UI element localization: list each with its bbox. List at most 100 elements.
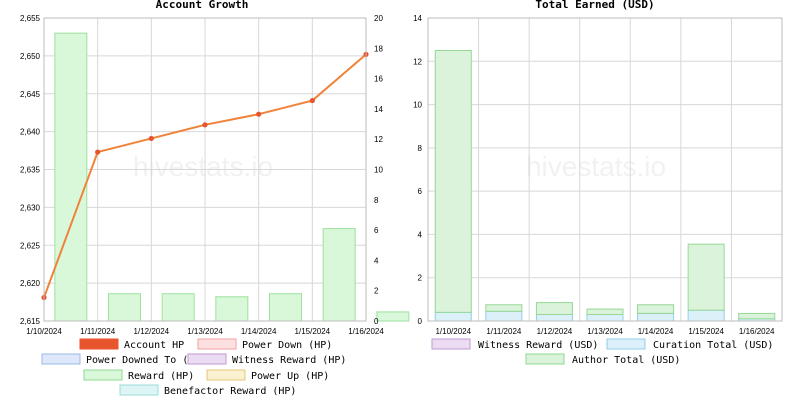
right-y-tick: 2	[374, 287, 379, 296]
stacked-bar-segment	[485, 310, 523, 322]
x-tick-label: 1/15/2024	[295, 327, 331, 336]
x-tick-label: 1/13/2024	[587, 327, 623, 336]
reward-hp-bars	[54, 32, 410, 322]
x-tick-label: 1/10/2024	[26, 327, 62, 336]
x-tick-label: 1/14/2024	[241, 327, 277, 336]
stacked-bar-segment	[687, 309, 725, 322]
legend-swatch	[83, 369, 123, 381]
reward-hp-bar	[376, 311, 410, 322]
y-tick: 8	[418, 144, 423, 153]
right-y-tick: 6	[374, 226, 379, 235]
account-hp-point	[256, 111, 262, 117]
left-grid	[43, 17, 367, 322]
left-y-tick: 2,625	[20, 241, 41, 250]
stacked-bar-segment	[637, 304, 675, 314]
left-y-tick: 2,615	[20, 317, 41, 326]
plot-frame	[427, 17, 783, 322]
legend-label: Witness Reward (HP)	[232, 355, 346, 366]
x-tick-label: 1/13/2024	[187, 327, 223, 336]
stacked-bar-segment	[637, 312, 675, 322]
watermark-right: hivestats.io	[526, 151, 666, 182]
reward-hp-bar	[215, 296, 249, 322]
left-y-tick: 2,640	[20, 128, 41, 137]
reward-hp-bar	[269, 293, 302, 322]
x-tick-label: 1/12/2024	[537, 327, 573, 336]
right-axes: 0 2 4 6 8 10 12 14 1/10/2024 1/11/2024 1/12/2024 1/…	[413, 14, 783, 336]
y-tick: 10	[413, 101, 422, 110]
legend-label: Power Down (HP)	[242, 340, 332, 351]
x-tick-label: 1/11/2024	[486, 327, 522, 336]
right-y-tick: 18	[374, 44, 383, 53]
right-legend: Witness Reward (USD) Curation Total (USD)…	[431, 338, 773, 366]
left-legend: Account HP Power Down (HP) Power Downed To…	[41, 338, 346, 397]
stacked-bar-segment	[586, 314, 624, 322]
legend-swatch	[41, 353, 81, 365]
account-growth-title: Account Growth	[156, 0, 249, 11]
right-y-tick: 14	[374, 105, 383, 114]
stacked-bar-segment	[738, 312, 776, 320]
left-y-tick: 2,635	[20, 166, 41, 175]
legend-label: Witness Reward (USD)	[478, 340, 598, 351]
legend-swatch	[197, 338, 237, 350]
total-earned-chart: Total Earned (USD) hivestats.io 0 2 4 6 8 10 1…	[413, 0, 783, 366]
x-tick-label: 1/11/2024	[80, 327, 116, 336]
legend-swatch	[119, 384, 159, 396]
account-hp-point	[95, 149, 101, 155]
y-tick: 0	[418, 317, 423, 326]
reward-hp-bar	[322, 228, 356, 322]
legend-swatch	[187, 353, 227, 365]
account-hp-point	[202, 122, 208, 128]
left-y-tick: 2,655	[20, 14, 41, 23]
stacked-bar-segment	[434, 49, 472, 313]
reward-hp-bar	[108, 293, 141, 322]
account-hp-point	[148, 135, 154, 142]
stacked-bar-segment	[535, 302, 573, 316]
legend-swatch	[79, 338, 119, 350]
left-y-tick: 2,630	[20, 203, 41, 212]
legend-label: Account HP	[124, 340, 184, 351]
legend-label: Power Downed To (HP)	[86, 355, 206, 366]
right-y-tick: 20	[374, 14, 383, 23]
x-tick-label: 1/10/2024	[435, 327, 471, 336]
legend-swatch	[206, 369, 246, 381]
legend-label: Author Total (USD)	[572, 355, 680, 366]
right-y-tick: 10	[374, 166, 383, 175]
left-y-tick: 2,650	[20, 52, 41, 61]
legend-label: Benefactor Reward (HP)	[164, 386, 296, 397]
legend-swatch	[606, 338, 646, 350]
right-y-tick: 16	[374, 75, 383, 84]
plot-frame	[43, 17, 367, 322]
y-tick: 2	[418, 274, 423, 283]
earned-stacked-bars	[434, 49, 776, 322]
y-tick: 12	[413, 57, 422, 66]
right-y-tick: 0	[374, 317, 379, 326]
stacked-bar-segment	[434, 311, 472, 322]
legend-label: Curation Total (USD)	[653, 340, 773, 351]
left-axes: 2,615 2,620 2,625 2,630 2,635 2,640 2,645 2,650…	[20, 14, 384, 336]
stacked-bar-segment	[485, 304, 523, 312]
legend-swatch	[525, 353, 565, 365]
legend-label: Reward (HP)	[128, 371, 194, 382]
right-y-tick: 12	[374, 135, 383, 144]
left-y-tick: 2,620	[20, 279, 41, 288]
x-tick-label: 1/16/2024	[348, 327, 384, 336]
x-tick-label: 1/12/2024	[134, 327, 170, 336]
legend-swatch	[431, 338, 471, 350]
left-y-tick: 2,645	[20, 90, 41, 99]
stacked-bar-segment	[687, 243, 725, 311]
account-hp-point	[309, 97, 315, 104]
x-tick-label: 1/14/2024	[638, 327, 674, 336]
y-tick: 6	[418, 187, 423, 196]
total-earned-title: Total Earned (USD)	[535, 0, 654, 11]
stacked-bar-segment	[586, 308, 624, 316]
stacked-bar-segment	[535, 314, 573, 322]
x-tick-label: 1/16/2024	[739, 327, 775, 336]
y-tick: 14	[413, 14, 422, 23]
y-tick: 4	[418, 230, 423, 239]
reward-hp-bar	[54, 32, 88, 322]
right-y-tick: 4	[374, 256, 379, 265]
legend-label: Power Up (HP)	[251, 371, 329, 382]
reward-hp-bar	[161, 293, 195, 322]
account-growth-chart: Account Growth hivestats.io 2,6152,6202,…	[20, 0, 410, 397]
